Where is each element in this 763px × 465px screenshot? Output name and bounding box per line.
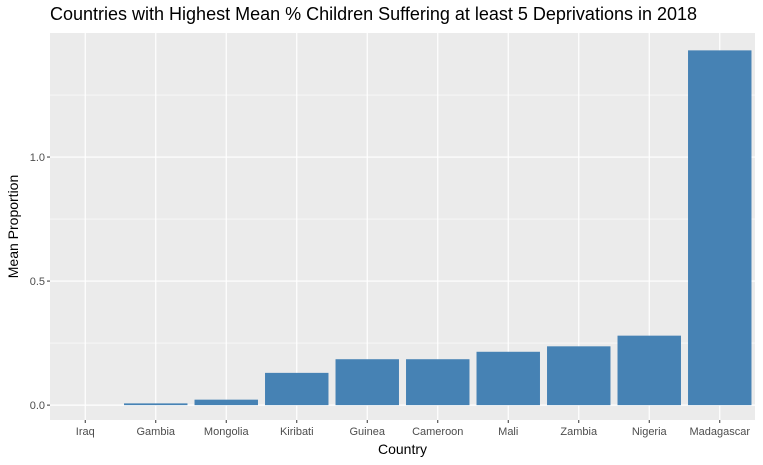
x-axis: Iraq Gambia Mongolia Kiribati Guinea Cameroon… — [76, 420, 750, 438]
y-tick-label: 0.0 — [30, 400, 45, 412]
bars — [124, 50, 752, 406]
y-tick-label: 0.5 — [30, 276, 45, 288]
x-tick-label: Madagascar — [689, 426, 750, 438]
x-tick-label: Guinea — [350, 426, 386, 438]
x-tick-label: Mali — [498, 426, 518, 438]
y-axis: 0.0 0.5 1.0 — [30, 152, 50, 412]
bar-zambia — [547, 346, 611, 406]
bar-guinea — [335, 359, 399, 406]
x-tick-label: Cameroon — [412, 426, 463, 438]
bar-mongolia — [194, 399, 258, 406]
y-axis-title: Mean Proportion — [5, 175, 21, 279]
x-tick-label: Mongolia — [204, 426, 250, 438]
x-tick-label: Kiribati — [280, 426, 314, 438]
x-tick-label: Gambia — [136, 426, 175, 438]
x-axis-title: Country — [378, 441, 427, 457]
bar-madagascar — [688, 50, 752, 406]
bar-kiribati — [265, 372, 329, 406]
bar-gambia — [124, 403, 188, 406]
bar-nigeria — [617, 335, 681, 406]
chart-title: Countries with Highest Mean % Children S… — [50, 4, 698, 24]
bar-cameroon — [406, 359, 470, 406]
x-tick-label: Iraq — [76, 426, 95, 438]
bar-mali — [476, 351, 540, 406]
x-tick-label: Zambia — [560, 426, 598, 438]
y-tick-label: 1.0 — [30, 152, 45, 164]
x-tick-label: Nigeria — [632, 426, 668, 438]
